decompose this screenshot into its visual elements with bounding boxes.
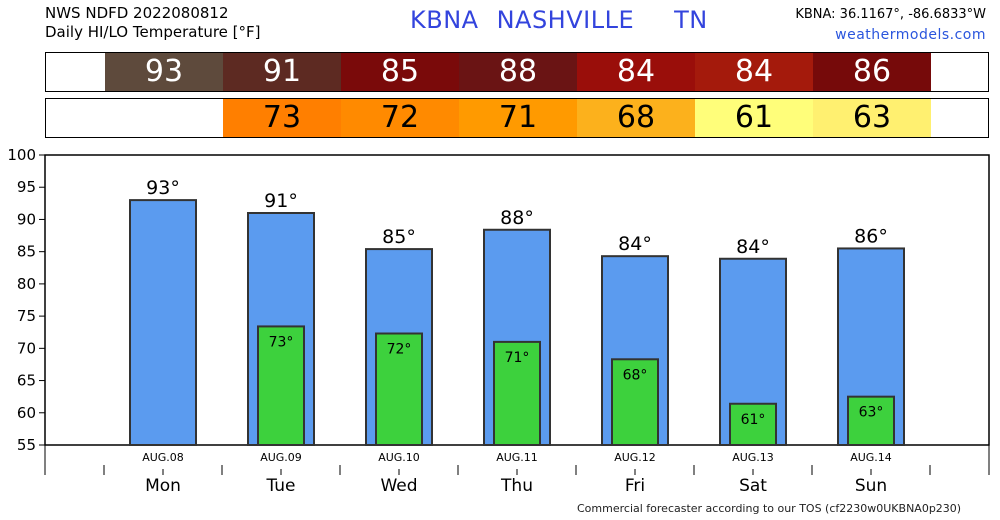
site-link[interactable]: weathermodels.com: [835, 27, 986, 43]
high-temp-cell-3: 88: [459, 53, 577, 91]
low-bar: [611, 358, 659, 446]
day-label: Sun: [855, 476, 887, 496]
high-temp-cell-4: 84: [577, 53, 695, 91]
product-description: Daily HI/LO Temperature [°F]: [45, 23, 261, 41]
day-label: Fri: [625, 476, 645, 496]
low-bar-label: 63°: [859, 405, 884, 421]
station-id: KBNA: [410, 6, 479, 34]
station-info: KBNA: 36.1167°, -86.6833°W weathermodels…: [795, 5, 986, 45]
product-header: NWS NDFD 2022080812 Daily HI/LO Temperat…: [45, 4, 261, 42]
city-name: NASHVILLE: [496, 6, 635, 34]
location-title: KBNA NASHVILLE TN: [410, 6, 726, 34]
station-coords: KBNA: 36.1167°, -86.6833°W: [795, 7, 986, 22]
high-bar-label: 88°: [500, 207, 534, 229]
low-bar-label: 73°: [269, 334, 294, 350]
low-temp-cell-4: 68: [577, 99, 695, 137]
day-label: Sat: [739, 476, 767, 496]
state-name: TN: [674, 6, 708, 34]
low-temp-strip: 73 72 71 68 61 63: [45, 98, 989, 138]
low-bar: [257, 325, 305, 446]
date-label: AUG.10: [378, 451, 420, 464]
low-temp-cell-6: 63: [813, 99, 931, 137]
footer-note: Commercial forecaster according to our T…: [577, 502, 962, 515]
low-bar-label: 72°: [387, 342, 412, 358]
low-temp-cell-5: 61: [695, 99, 813, 137]
high-bar: [129, 199, 197, 446]
high-bar-label: 86°: [854, 225, 888, 247]
y-tick-label: 90: [17, 210, 36, 228]
y-tick-label: 70: [17, 339, 36, 357]
low-bar: [729, 402, 777, 446]
date-label: AUG.09: [260, 451, 302, 464]
y-tick-label: 75: [17, 307, 36, 325]
high-temp-cell-5: 84: [695, 53, 813, 91]
low-temp-cell-3: 71: [459, 99, 577, 137]
low-bar-label: 68°: [623, 367, 648, 383]
date-label: AUG.11: [496, 451, 538, 464]
low-bar-label: 71°: [505, 350, 530, 366]
high-bar-label: 93°: [146, 177, 180, 199]
day-label: Thu: [500, 476, 533, 496]
high-temp-cell-0: 93: [105, 53, 223, 91]
product-line: NWS NDFD 2022080812: [45, 4, 229, 22]
y-tick-label: 80: [17, 275, 36, 293]
date-label: AUG.13: [732, 451, 774, 464]
low-bar: [847, 395, 895, 446]
y-tick-label: 65: [17, 372, 36, 390]
day-label: Mon: [145, 476, 181, 496]
date-label: AUG.14: [850, 451, 892, 464]
date-label: AUG.12: [614, 451, 656, 464]
low-bar: [375, 332, 423, 446]
high-temp-cell-1: 91: [223, 53, 341, 91]
day-label: Wed: [380, 476, 417, 496]
date-label: AUG.08: [142, 451, 184, 464]
high-bar-label: 85°: [382, 226, 416, 248]
low-temp-cell-1: 73: [223, 99, 341, 137]
day-label: Tue: [265, 476, 295, 496]
y-tick-label: 100: [7, 146, 36, 164]
low-bar-label: 61°: [741, 412, 766, 428]
low-bar: [493, 340, 541, 446]
high-bar-label: 91°: [264, 190, 298, 212]
y-tick-label: 60: [17, 404, 36, 422]
y-tick-label: 85: [17, 243, 36, 261]
low-temp-cell-2: 72: [341, 99, 459, 137]
y-tick-label: 55: [17, 436, 36, 454]
high-bar-label: 84°: [736, 236, 770, 258]
y-tick-label: 95: [17, 178, 36, 196]
high-temp-cell-6: 86: [813, 53, 931, 91]
low-temp-cell-0: [105, 99, 223, 137]
high-temp-strip: 93 91 85 88 84 84 86: [45, 52, 989, 92]
high-bar-label: 84°: [618, 233, 652, 255]
high-temp-cell-2: 85: [341, 53, 459, 91]
